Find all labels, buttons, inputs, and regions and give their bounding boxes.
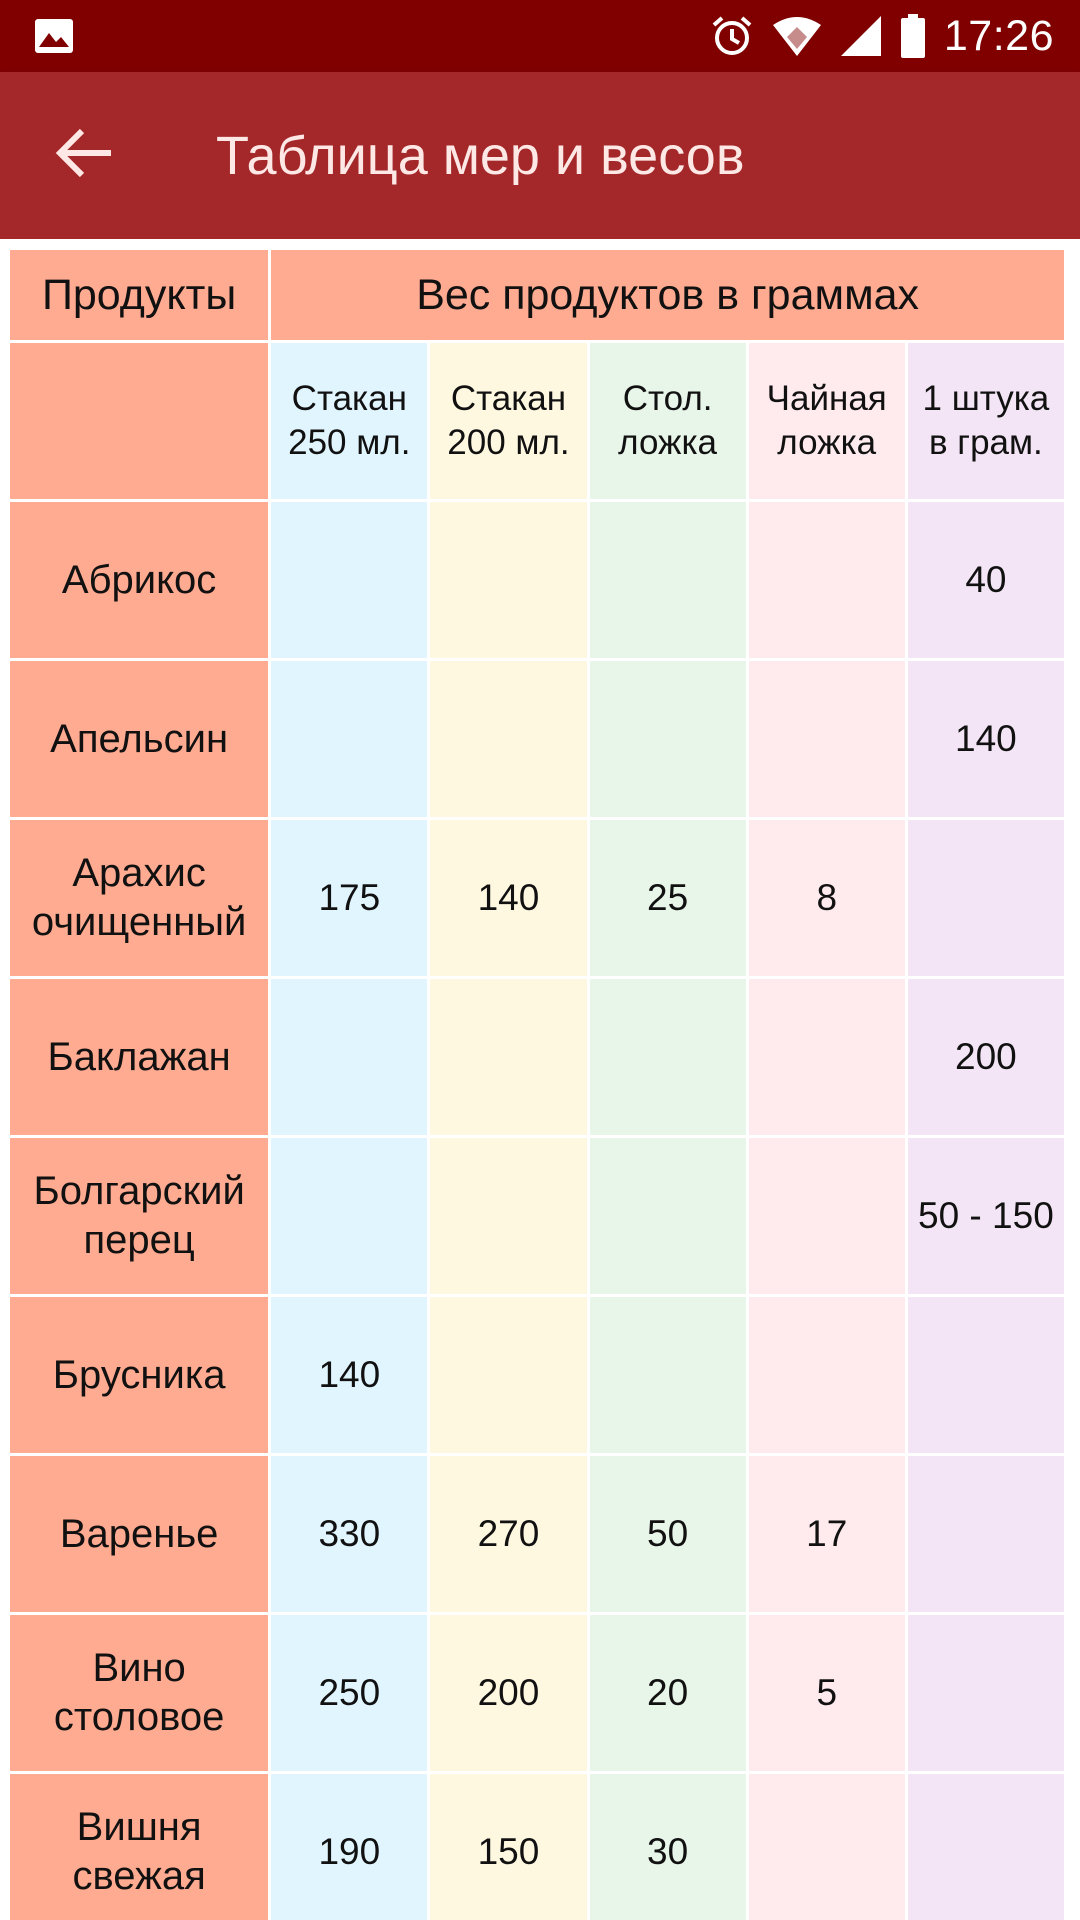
table-header-row: Продукты Вес продуктов в граммах — [10, 250, 1067, 343]
product-name-cell: Апельсин — [10, 661, 272, 820]
weight-value-cell: 140 — [907, 661, 1067, 820]
product-name-line1: Абрикос — [61, 557, 217, 602]
alarm-icon — [710, 14, 754, 58]
weight-value-cell — [748, 1297, 908, 1456]
table-row: Брусника 140 — [10, 1297, 1067, 1456]
back-button[interactable] — [24, 96, 144, 216]
wifi-icon — [772, 15, 822, 57]
product-name-cell: Вишня свежая — [10, 1774, 272, 1920]
weight-value-cell — [430, 502, 590, 661]
image-icon — [34, 18, 74, 54]
table-row: Болгарский перец 50 - 150 — [10, 1138, 1067, 1297]
weight-value-cell: 8 — [748, 820, 908, 979]
product-name-cell: Брусника — [10, 1297, 272, 1456]
weight-value-cell — [748, 661, 908, 820]
weight-value-cell — [589, 661, 749, 820]
weight-value-cell — [271, 979, 431, 1138]
weight-value-cell: 150 — [430, 1774, 590, 1920]
status-time: 17:26 — [943, 11, 1054, 60]
column-header-cup-250: Стакан 250 мл. — [271, 343, 431, 502]
weight-value-cell — [907, 1615, 1067, 1774]
table-row: Арахис очищенный 175 140 25 8 — [10, 820, 1067, 979]
product-name-cell: Болгарский перец — [10, 1138, 272, 1297]
weight-value-cell — [907, 1297, 1067, 1456]
weight-value-cell: 30 — [589, 1774, 749, 1920]
column-header-cup-200: Стакан 200 мл. — [430, 343, 590, 502]
table-row: Абрикос 40 — [10, 502, 1067, 661]
table-row: Вишня свежая 190 150 30 — [10, 1774, 1067, 1920]
product-name-cell: Арахис очищенный — [10, 820, 272, 979]
header-products: Продукты — [10, 250, 272, 343]
product-name-cell: Варенье — [10, 1456, 272, 1615]
product-name-line1: Вишня — [76, 1805, 202, 1849]
page-title: Таблица мер и весов — [216, 125, 745, 186]
column-header-tablespoon: Стол. ложка — [589, 343, 749, 502]
product-name-line1: Арахис — [72, 851, 206, 895]
table-row: Вино столовое 250 200 20 5 — [10, 1615, 1067, 1774]
weight-value-cell — [271, 1138, 431, 1297]
product-name-cell: Баклажан — [10, 979, 272, 1138]
weight-value-cell — [907, 820, 1067, 979]
weight-value-cell — [430, 661, 590, 820]
column-header-piece: 1 штука в грам. — [907, 343, 1067, 502]
weight-value-cell — [589, 1138, 749, 1297]
product-name-line1: Болгарский — [33, 1169, 245, 1213]
weights-table: Продукты Вес продуктов в граммах Стакан … — [10, 250, 1067, 1920]
product-name-line1: Баклажан — [47, 1034, 231, 1079]
weight-value-cell — [748, 1774, 908, 1920]
signal-icon — [840, 15, 882, 57]
weight-value-cell: 25 — [589, 820, 749, 979]
weight-value-cell — [430, 1297, 590, 1456]
subheader-blank-cell — [10, 343, 272, 502]
product-name-line2: столовое — [53, 1695, 225, 1739]
app-bar: Таблица мер и весов — [0, 72, 1080, 239]
weight-value-cell — [589, 1297, 749, 1456]
weight-value-cell: 330 — [271, 1456, 431, 1615]
table-row: Апельсин 140 — [10, 661, 1067, 820]
product-name-cell: Абрикос — [10, 502, 272, 661]
weight-value-cell — [907, 1456, 1067, 1615]
weight-value-cell: 50 — [589, 1456, 749, 1615]
header-weight: Вес продуктов в граммах — [271, 250, 1067, 343]
battery-icon — [900, 14, 926, 58]
weight-value-cell: 50 - 150 — [907, 1138, 1067, 1297]
table-subheader-row: Стакан 250 мл. Стакан 200 мл. Стол. ложк… — [10, 343, 1067, 502]
weight-value-cell: 5 — [748, 1615, 908, 1774]
weight-value-cell — [271, 502, 431, 661]
weight-value-cell — [907, 1774, 1067, 1920]
product-name-line2: свежая — [72, 1854, 206, 1898]
weights-table-container[interactable]: Продукты Вес продуктов в граммах Стакан … — [0, 239, 1080, 1920]
status-bar: 17:26 — [0, 0, 1080, 72]
weight-value-cell — [748, 979, 908, 1138]
weight-value-cell: 250 — [271, 1615, 431, 1774]
weight-value-cell: 40 — [907, 502, 1067, 661]
weight-value-cell: 200 — [907, 979, 1067, 1138]
product-name-cell: Вино столовое — [10, 1615, 272, 1774]
weight-value-cell — [430, 979, 590, 1138]
weight-value-cell — [589, 979, 749, 1138]
weight-value-cell — [748, 1138, 908, 1297]
weight-value-cell: 190 — [271, 1774, 431, 1920]
product-name-line1: Варенье — [59, 1511, 219, 1556]
weight-value-cell: 270 — [430, 1456, 590, 1615]
weight-value-cell — [271, 661, 431, 820]
product-name-line1: Вино — [92, 1646, 186, 1690]
column-header-teaspoon: Чайная ложка — [748, 343, 908, 502]
weight-value-cell: 140 — [271, 1297, 431, 1456]
product-name-line2: очищенный — [31, 900, 247, 944]
arrow-back-icon — [54, 126, 114, 185]
product-name-line2: перец — [83, 1218, 195, 1262]
weight-value-cell — [748, 502, 908, 661]
weight-value-cell: 140 — [430, 820, 590, 979]
weight-value-cell: 175 — [271, 820, 431, 979]
weight-value-cell: 17 — [748, 1456, 908, 1615]
product-name-line1: Брусника — [52, 1352, 226, 1397]
weight-value-cell — [430, 1138, 590, 1297]
table-row: Варенье 330 270 50 17 — [10, 1456, 1067, 1615]
product-name-line1: Апельсин — [50, 716, 229, 761]
weight-value-cell: 200 — [430, 1615, 590, 1774]
weight-value-cell: 20 — [589, 1615, 749, 1774]
weight-value-cell — [589, 502, 749, 661]
table-row: Баклажан 200 — [10, 979, 1067, 1138]
